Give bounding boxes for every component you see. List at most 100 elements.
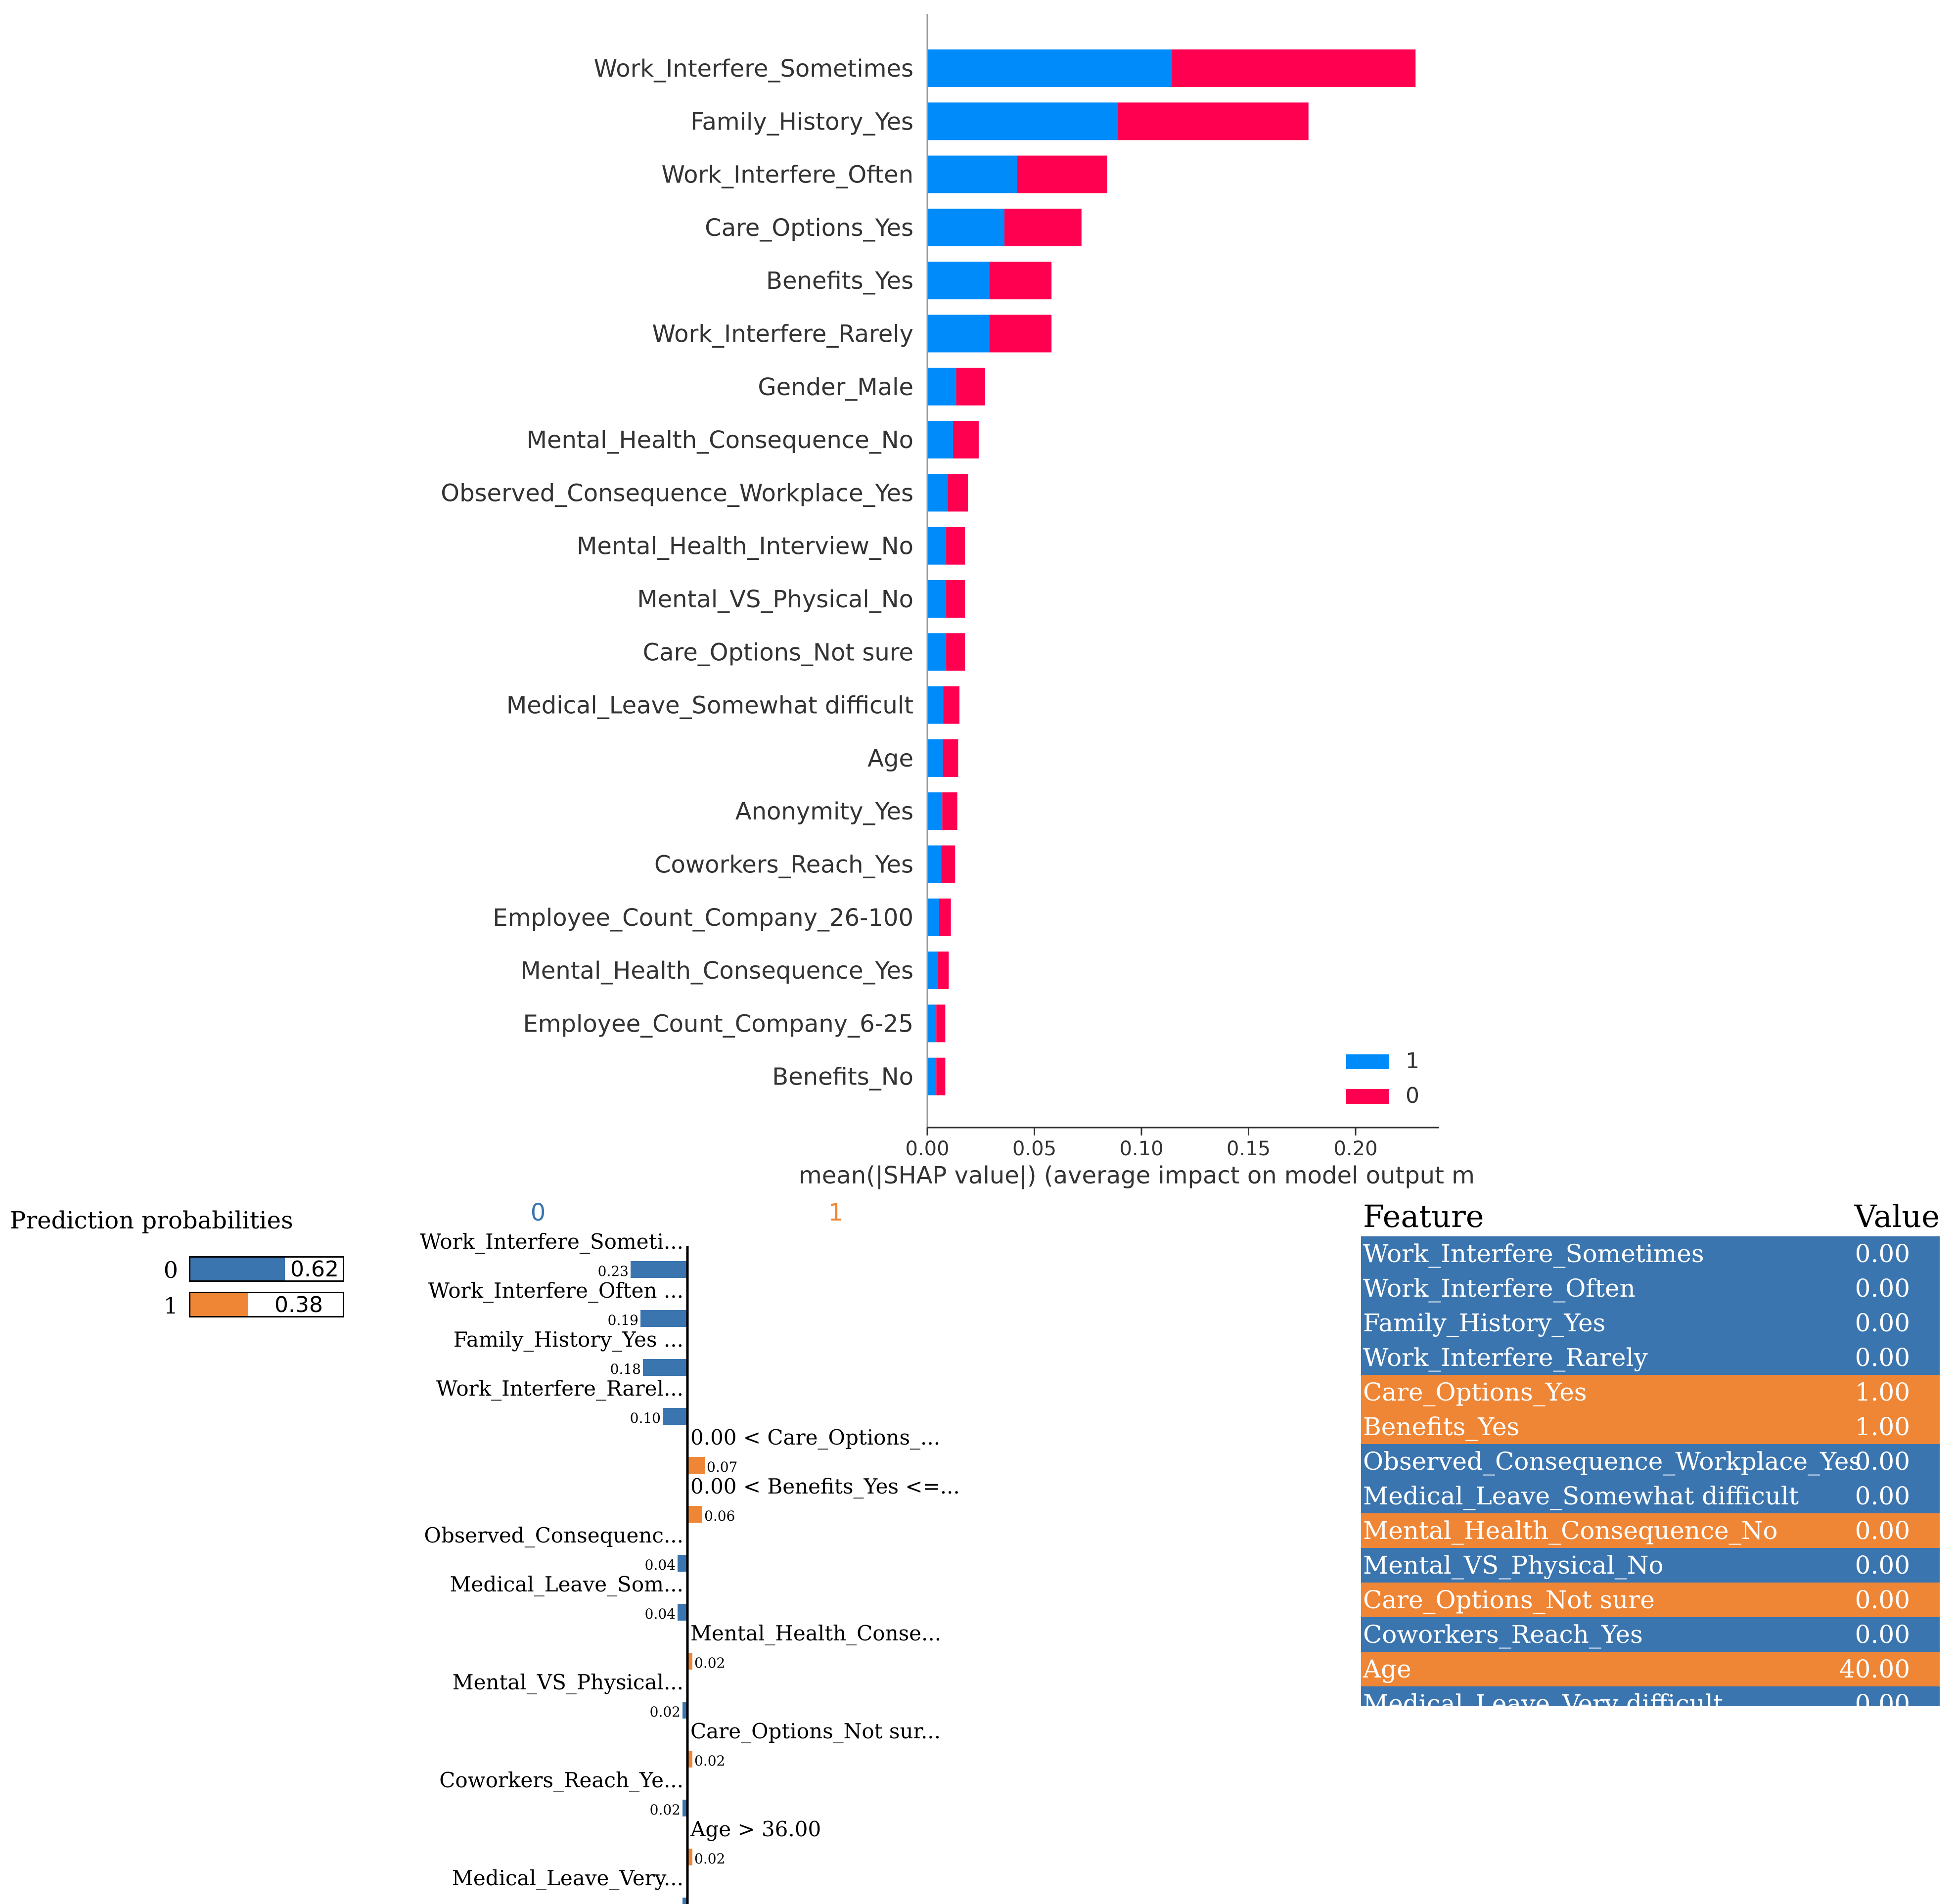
lime-bar-value: 0.02 (650, 1704, 681, 1720)
feature-name-cell: Work_Interfere_Rarely (1363, 1343, 1648, 1372)
feature-value-cell: 0.00 (1855, 1482, 1910, 1510)
shap-feature-label: Mental_Health_Consequence_Yes (520, 957, 913, 985)
shap-feature-label: Observed_Consequence_Workplace_Yes (441, 479, 913, 507)
table-row: Benefits_Yes 1.00 (1361, 1409, 1940, 1444)
shap-feature-label: Benefits_No (772, 1063, 913, 1091)
shap-feature-label: Employee_Count_Company_26-100 (493, 904, 913, 932)
lime-feature-label: Work_Interfere_Someti... (420, 1229, 683, 1254)
shap-legend-label: 1 (1406, 1048, 1419, 1074)
shap-bar-class-0 (948, 474, 968, 512)
shap-x-tick-label: 0.10 (1119, 1137, 1163, 1160)
shap-x-axis-title: mean(|SHAP value|) (average impact on mo… (799, 1162, 1475, 1189)
lime-feature-label: Mental_VS_Physical... (453, 1670, 683, 1694)
shap-bar-class-1 (927, 367, 956, 406)
table-row: Work_Interfere_Often 0.00 (1361, 1271, 1940, 1306)
table-row: Work_Interfere_Rarely 0.00 (1361, 1340, 1940, 1375)
shap-bar-class-1 (927, 262, 990, 300)
lime-bar (663, 1408, 687, 1425)
feature-column-header: Feature (1363, 1198, 1484, 1234)
shap-bar-class-1 (927, 1057, 937, 1095)
feature-value-cell: 0.00 (1855, 1551, 1910, 1580)
shap-feature-label: Care_Options_Yes (705, 214, 913, 242)
shap-legend-swatch (1346, 1054, 1389, 1069)
shap-feature-label: Employee_Count_Company_6-25 (523, 1010, 913, 1038)
shap-bar-class-0 (1004, 208, 1082, 246)
shap-bar-class-1 (927, 686, 944, 724)
table-row: Medical_Leave_Very difficult 0.00 (1361, 1686, 1940, 1706)
feature-name-cell: Age (1363, 1655, 1411, 1683)
feature-value-cell: 1.00 (1855, 1412, 1910, 1441)
shap-bar-class-0 (989, 262, 1052, 300)
shap-feature-label: Mental_VS_Physical_No (637, 586, 913, 613)
table-row: Care_Options_Not sure 0.00 (1361, 1583, 1940, 1617)
lime-feature-label: Medical_Leave_Very... (452, 1866, 683, 1890)
lime-bar-value: 0.18 (610, 1361, 641, 1377)
shap-bar-class-1 (927, 580, 947, 618)
feature-value-cell: 40.00 (1839, 1655, 1910, 1683)
shap-bar-class-0 (956, 367, 985, 406)
shap-bar-class-1 (927, 952, 938, 990)
feature-name-cell: Care_Options_Yes (1363, 1378, 1587, 1406)
shap-legend-label: 0 (1406, 1083, 1419, 1108)
shap-bar-class-0 (1171, 49, 1416, 87)
lime-bar-value: 0.19 (608, 1312, 638, 1328)
probability-row-1: 1 0.38 (10, 1292, 356, 1319)
lime-bar-value: 0.02 (650, 1802, 681, 1818)
feature-name-cell: Benefits_Yes (1363, 1412, 1520, 1441)
shap-bar-class-1 (927, 845, 942, 883)
shap-bar-class-0 (1017, 155, 1107, 193)
lime-bar (678, 1604, 687, 1621)
shap-bar-class-0 (946, 580, 965, 618)
probability-value: 0.62 (290, 1257, 339, 1282)
probability-row-0: 0 0.62 (10, 1256, 356, 1284)
shap-bar-class-1 (927, 49, 1172, 87)
shap-bar-class-1 (927, 421, 953, 459)
feature-value-cell: 0.00 (1855, 1343, 1910, 1372)
shap-bar-class-0 (953, 421, 979, 459)
lime-bar-value: 0.02 (694, 1851, 725, 1867)
lime-bar-value: 0.02 (694, 1753, 725, 1769)
feature-name-cell: Work_Interfere_Sometimes (1363, 1239, 1704, 1268)
shap-feature-label: Anonymity_Yes (735, 798, 913, 825)
shap-feature-label: Care_Options_Not sure (643, 638, 913, 666)
prediction-probabilities: Prediction probabilities 0 0.62 1 0.38 (10, 1207, 356, 1319)
feature-name-cell: Coworkers_Reach_Yes (1363, 1620, 1643, 1649)
shap-bar-class-0 (938, 952, 949, 990)
lime-feature-label: Observed_Consequenc... (424, 1523, 683, 1547)
shap-bar-class-0 (943, 739, 958, 777)
lime-feature-label: Work_Interfere_Rarel... (436, 1376, 683, 1401)
shap-bar-class-1 (927, 1004, 937, 1043)
shap-bar-class-0 (989, 315, 1052, 353)
feature-name-cell: Family_History_Yes (1363, 1309, 1606, 1337)
feature-name-cell: Care_Options_Not sure (1363, 1586, 1655, 1614)
shap-bar-class-0 (946, 633, 965, 671)
shap-feature-label: Coworkers_Reach_Yes (654, 851, 913, 879)
table-row: Family_History_Yes 0.00 (1361, 1306, 1940, 1340)
lime-feature-label: Work_Interfere_Often ... (428, 1278, 683, 1303)
shap-bar-class-0 (939, 898, 951, 936)
feature-value-cell: 0.00 (1855, 1620, 1910, 1649)
shap-legend-swatch (1346, 1089, 1389, 1104)
shap-bar-class-0 (942, 792, 957, 830)
shap-bar-class-1 (927, 102, 1118, 140)
probability-class-label: 1 (163, 1292, 178, 1319)
lime-bar (687, 1653, 692, 1670)
lime-class-label-0: 0 (531, 1199, 546, 1226)
feature-name-cell: Work_Interfere_Often (1363, 1274, 1636, 1303)
lime-bar (687, 1457, 705, 1474)
lime-bar-value: 0.10 (630, 1410, 661, 1426)
shap-bar-class-1 (927, 898, 939, 936)
table-body: Work_Interfere_Sometimes 0.00 Work_Interfe… (1361, 1236, 1940, 1706)
lime-bar-value: 0.04 (645, 1557, 676, 1573)
shap-x-tick-label: 0.20 (1333, 1137, 1377, 1160)
probability-bar-fill (190, 1258, 285, 1280)
shap-x-tick-label: 0.00 (905, 1137, 949, 1160)
table-row: Medical_Leave_Somewhat difficult 0.00 (1361, 1479, 1940, 1513)
feature-value-cell: 0.00 (1855, 1309, 1910, 1337)
shap-feature-label: Mental_Health_Consequence_No (527, 426, 913, 454)
lime-bar (631, 1261, 687, 1278)
table-row: Age 40.00 (1361, 1652, 1940, 1686)
shap-feature-label: Benefits_Yes (766, 267, 913, 295)
lime-feature-label: Family_History_Yes ... (454, 1327, 683, 1352)
probability-bar-box: 0.38 (189, 1292, 344, 1317)
